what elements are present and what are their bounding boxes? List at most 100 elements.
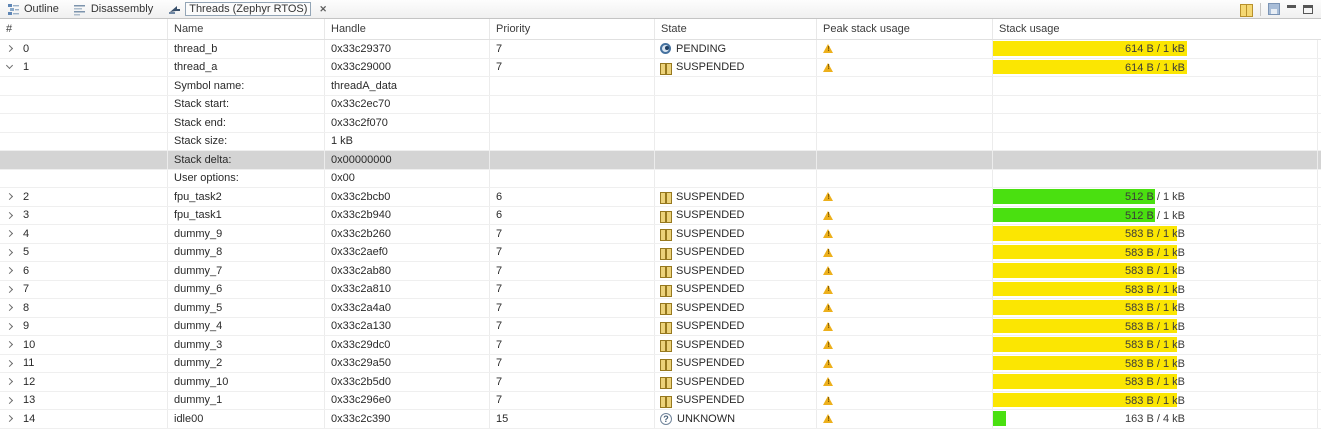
stack-usage-cell: 583 B / 1 kB <box>993 280 1321 299</box>
thread-state-cell: SUSPENDED <box>655 206 817 224</box>
state-label: SUSPENDED <box>676 227 745 240</box>
thread-state-cell <box>655 169 817 187</box>
restore-icon[interactable] <box>1303 4 1313 14</box>
toolbar-separator <box>1260 2 1261 16</box>
chevron-right-icon[interactable] <box>5 396 14 404</box>
stack-usage-label: 583 B / 1 kB <box>1125 376 1185 388</box>
thread-name: thread_a <box>168 58 325 76</box>
thread-state-cell: UNKNOWN <box>655 410 817 428</box>
state-label: SUSPENDED <box>676 209 745 222</box>
chevron-right-icon[interactable] <box>5 230 14 238</box>
thread-state-cell: SUSPENDED <box>655 354 817 372</box>
chevron-right-icon[interactable] <box>5 322 14 330</box>
thread-name: dummy_7 <box>168 262 325 280</box>
chevron-right-icon[interactable] <box>5 304 14 312</box>
thread-index: 6 <box>23 264 30 277</box>
disassembly-icon <box>73 3 87 16</box>
tab-threads-zephyr-rtos[interactable]: Threads (Zephyr RTOS) ✕ <box>161 0 335 18</box>
chevron-right-icon[interactable] <box>5 248 14 256</box>
column-header-index[interactable]: # <box>0 19 168 39</box>
stack-usage-bar <box>993 263 1177 278</box>
chevron-right-icon[interactable] <box>5 211 14 219</box>
column-header-state[interactable]: State <box>655 19 817 39</box>
thread-handle: 0x33c2a810 <box>325 280 490 298</box>
detail-row[interactable]: Symbol name: threadA_data <box>0 77 1321 96</box>
tab-disassembly[interactable]: Disassembly <box>67 0 161 18</box>
tab-outline[interactable]: Outline <box>0 0 67 18</box>
suspended-state-icon <box>660 358 672 371</box>
chevron-right-icon[interactable] <box>5 359 14 367</box>
stack-usage-label: 583 B / 1 kB <box>1125 302 1185 314</box>
thread-priority: 7 <box>490 354 655 372</box>
stack-usage-label: 512 B / 1 kB <box>1125 191 1185 203</box>
chevron-right-icon[interactable] <box>5 267 14 275</box>
warning-icon <box>823 358 834 369</box>
detail-row[interactable]: Stack start: 0x33c2ec70 <box>0 95 1321 114</box>
double-column-icon[interactable] <box>1240 3 1253 17</box>
outline-icon <box>6 3 20 16</box>
minimize-icon[interactable] <box>1287 4 1296 8</box>
warning-icon <box>823 302 834 313</box>
stack-usage-label: 583 B / 1 kB <box>1125 265 1185 277</box>
stack-usage-bar <box>993 411 1006 426</box>
thread-priority <box>490 77 655 95</box>
chevron-right-icon[interactable] <box>5 341 14 349</box>
peak-stack-cell <box>817 132 993 150</box>
thread-index: 12 <box>23 375 36 388</box>
stack-usage-cell <box>993 95 1321 114</box>
detail-row[interactable]: Stack end: 0x33c2f070 <box>0 114 1321 133</box>
state-label: SUSPENDED <box>676 394 745 407</box>
chevron-right-icon[interactable] <box>5 45 14 53</box>
stack-usage-cell: 583 B / 1 kB <box>993 225 1321 243</box>
save-icon[interactable] <box>1268 3 1280 15</box>
thread-state-cell: SUSPENDED <box>655 280 817 298</box>
detail-row[interactable]: User options: 0x00 <box>0 169 1321 188</box>
detail-row[interactable]: Stack delta: 0x00000000 <box>0 151 1321 170</box>
column-header-name[interactable]: Name <box>168 19 325 39</box>
thread-handle: 0x33c2b940 <box>325 206 490 224</box>
column-header-handle[interactable]: Handle <box>325 19 490 39</box>
detail-row[interactable]: Stack size: 1 kB <box>0 132 1321 151</box>
detail-label: Symbol name: <box>168 77 325 95</box>
row-index-cell <box>0 77 168 95</box>
thread-name: fpu_task1 <box>168 206 325 224</box>
thread-priority <box>490 95 655 113</box>
peak-stack-cell <box>817 95 993 113</box>
chevron-right-icon[interactable] <box>5 415 14 423</box>
state-label: SUSPENDED <box>676 190 745 203</box>
chevron-down-icon[interactable] <box>5 62 14 70</box>
chevron-right-icon[interactable] <box>5 378 14 386</box>
column-header-stack-usage[interactable]: Stack usage <box>999 23 1060 35</box>
column-header-peak-stack[interactable]: Peak stack usage <box>817 19 993 39</box>
close-icon[interactable]: ✕ <box>319 4 327 14</box>
thread-priority: 7 <box>490 317 655 335</box>
thread-priority <box>490 169 655 187</box>
thread-priority: 7 <box>490 243 655 261</box>
thread-priority: 7 <box>490 225 655 243</box>
threads-icon <box>167 3 181 16</box>
chevron-right-icon[interactable] <box>5 193 14 201</box>
thread-index: 2 <box>23 190 30 203</box>
thread-state-cell <box>655 114 817 132</box>
thread-index: 10 <box>23 338 36 351</box>
thread-handle: 0x33c2a130 <box>325 317 490 335</box>
stack-usage-bar <box>993 318 1177 333</box>
chevron-right-icon[interactable] <box>5 285 14 293</box>
column-header-priority[interactable]: Priority <box>490 19 655 39</box>
tab-label: Disassembly <box>90 3 154 15</box>
